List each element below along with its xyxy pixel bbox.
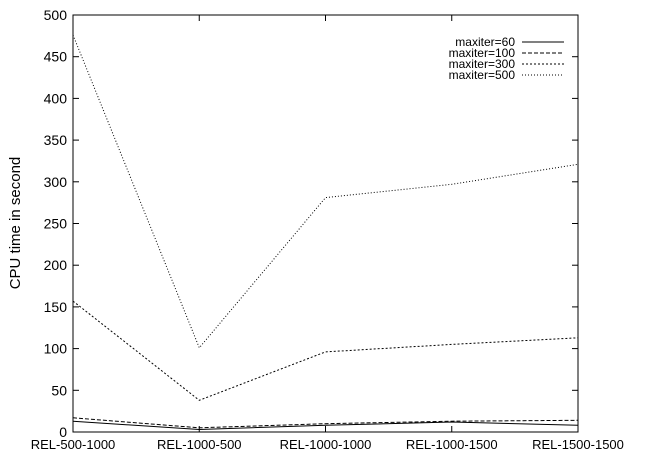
y-tick-label: 100	[44, 341, 68, 357]
series-line-maxiter-100	[72, 417, 579, 429]
legend-label: maxiter=500	[449, 68, 516, 82]
series-line-maxiter-60	[72, 420, 579, 431]
y-tick-label: 250	[44, 216, 68, 232]
x-tick-label: REL-1500-1500	[532, 437, 624, 452]
x-tick-label: REL-1000-500	[157, 437, 242, 452]
x-tick-label: REL-500-1000	[31, 437, 116, 452]
y-tick-label: 450	[44, 49, 68, 65]
x-tick-label: REL-1000-1000	[280, 437, 372, 452]
legend: maxiter=60maxiter=100maxiter=300maxiter=…	[449, 35, 564, 82]
y-tick-label: 50	[51, 382, 67, 398]
y-tick-label: 400	[44, 90, 68, 106]
legend-label: maxiter=300	[449, 57, 516, 71]
axes: 0 50 100 150 200 250 300 350 400 450 500 REL-500-10…	[31, 7, 624, 452]
y-tick-label: 0	[59, 424, 67, 440]
y-axis-label: CPU time in second	[7, 157, 24, 290]
legend-label: maxiter=100	[449, 46, 516, 60]
y-tick-label: 300	[44, 174, 68, 190]
y-tick-label: 500	[44, 7, 68, 23]
y-tick-label: 150	[44, 299, 68, 315]
legend-label: maxiter=60	[455, 35, 515, 49]
series-lines	[72, 34, 579, 431]
series-line-maxiter-300	[72, 300, 579, 401]
y-tick-label: 200	[44, 257, 68, 273]
x-tick-label: REL-1000-1500	[406, 437, 498, 452]
y-tick-label: 350	[44, 132, 68, 148]
